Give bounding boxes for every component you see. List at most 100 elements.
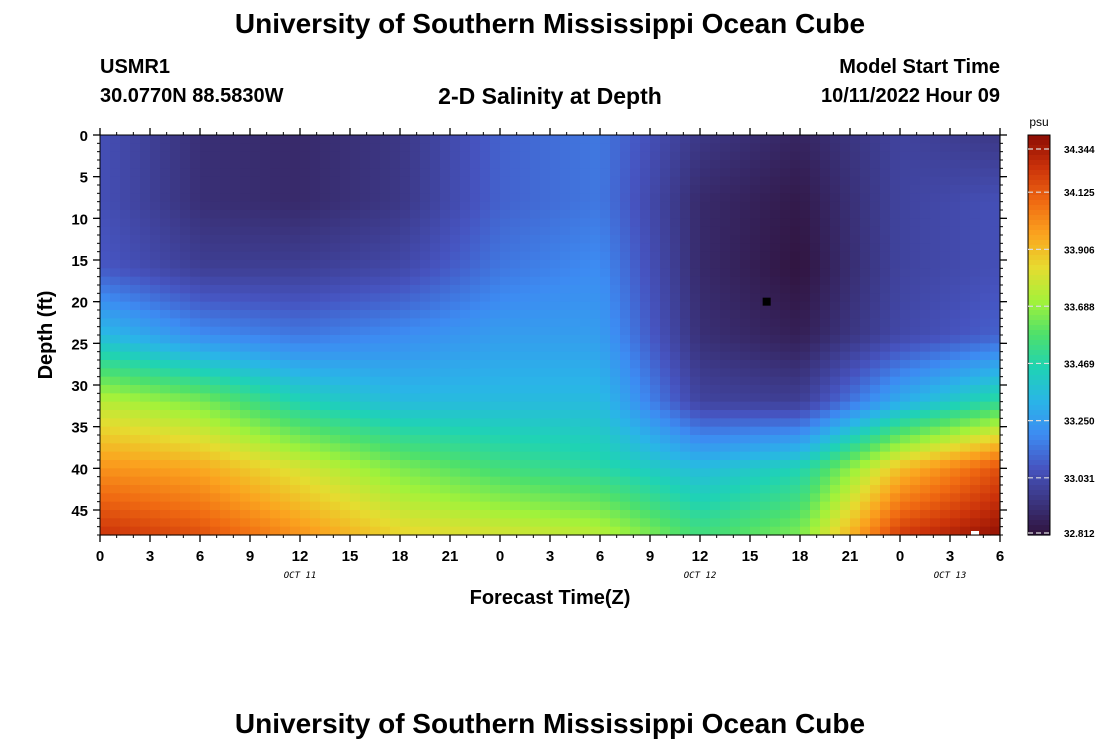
heatmap-cell <box>220 318 231 328</box>
heatmap-cell <box>110 243 121 253</box>
heatmap-cell <box>610 251 621 261</box>
heatmap-cell <box>700 285 711 294</box>
heatmap-cell <box>680 351 691 361</box>
heatmap-cell <box>750 510 761 519</box>
heatmap-cell <box>560 243 571 253</box>
heatmap-cell <box>940 335 951 344</box>
heatmap-cell <box>780 235 791 244</box>
heatmap-cell <box>550 335 561 344</box>
heatmap-cell <box>210 310 221 319</box>
heatmap-cell <box>150 501 161 511</box>
heatmap-cell <box>860 210 871 219</box>
heatmap-cell <box>570 443 581 453</box>
heatmap-cell <box>100 160 111 169</box>
heatmap-cell <box>470 418 481 428</box>
heatmap-cell <box>620 418 631 428</box>
heatmap-cell <box>540 360 551 369</box>
heatmap-cell <box>750 185 761 194</box>
heatmap-cell <box>330 143 341 153</box>
heatmap-cell <box>540 285 551 294</box>
heatmap-cell <box>180 193 191 203</box>
heatmap-cell <box>430 318 441 328</box>
heatmap-cell <box>330 460 341 469</box>
heatmap-cell <box>860 401 871 411</box>
heatmap-cell <box>470 260 481 269</box>
heatmap-cell <box>510 235 521 244</box>
heatmap-cell <box>800 143 811 153</box>
heatmap-cell <box>620 335 631 344</box>
x-tick-label: 9 <box>246 548 254 565</box>
heatmap-cell <box>980 226 991 236</box>
x-tick-label: 0 <box>96 548 104 565</box>
heatmap-cell <box>280 435 291 444</box>
heatmap-cell <box>930 451 941 461</box>
heatmap-cell <box>740 226 751 236</box>
heatmap-cell <box>130 360 141 369</box>
heatmap-cell <box>390 176 401 186</box>
heatmap-cell <box>130 376 141 386</box>
heatmap-cell <box>630 193 641 203</box>
colorbar-segment <box>1028 470 1050 476</box>
heatmap-cell <box>700 201 711 211</box>
heatmap-cell <box>410 476 421 486</box>
heatmap-cell <box>710 201 721 211</box>
heatmap-cell <box>330 260 341 269</box>
heatmap-cell <box>920 176 931 186</box>
heatmap-cell <box>900 351 911 361</box>
heatmap-cell <box>250 285 261 294</box>
y-tick-label: 20 <box>71 295 88 312</box>
heatmap-cell <box>920 476 931 486</box>
heatmap-cell <box>710 151 721 161</box>
heatmap-cell <box>960 518 971 528</box>
heatmap-cell <box>640 360 651 369</box>
heatmap-cell <box>700 393 711 403</box>
heatmap-cell <box>160 310 171 319</box>
heatmap-cell <box>700 210 711 219</box>
heatmap-cell <box>540 243 551 253</box>
heatmap-cell <box>380 335 391 344</box>
heatmap-cell <box>690 293 701 303</box>
heatmap-cell <box>200 485 211 494</box>
heatmap-cell <box>830 260 841 269</box>
heatmap-cell <box>590 201 601 211</box>
heatmap-cell <box>430 176 441 186</box>
heatmap-cell <box>710 368 721 378</box>
heatmap-cell <box>120 251 131 261</box>
heatmap-cell <box>170 318 181 328</box>
heatmap-cell <box>500 318 511 328</box>
heatmap-cell <box>760 193 771 203</box>
heatmap-cell <box>680 418 691 428</box>
heatmap-cell <box>560 360 571 369</box>
heatmap-cell <box>370 451 381 461</box>
heatmap-cell <box>880 393 891 403</box>
heatmap-cell <box>260 526 271 536</box>
heatmap-cell <box>180 468 191 478</box>
heatmap-cell <box>860 310 871 319</box>
heatmap-cell <box>230 360 241 369</box>
heatmap-cell <box>620 226 631 236</box>
heatmap-cell <box>350 235 361 244</box>
heatmap-cell <box>980 401 991 411</box>
heatmap-cell <box>140 143 151 153</box>
heatmap-cell <box>780 351 791 361</box>
heatmap-cell <box>510 185 521 194</box>
heatmap-cell <box>350 435 361 444</box>
heatmap-cell <box>790 410 801 419</box>
heatmap-cell <box>430 235 441 244</box>
heatmap-cell <box>370 510 381 519</box>
heatmap-cell <box>230 135 241 144</box>
heatmap-cell <box>520 268 531 278</box>
heatmap-cell <box>790 426 801 436</box>
heatmap-cell <box>830 285 841 294</box>
heatmap-cell <box>180 176 191 186</box>
heatmap-cell <box>380 201 391 211</box>
heatmap-cell <box>390 135 401 144</box>
heatmap-cell <box>550 151 561 161</box>
heatmap-cell <box>960 218 971 228</box>
heatmap-cell <box>870 226 881 236</box>
heatmap-cell <box>570 318 581 328</box>
heatmap-cell <box>770 326 781 336</box>
heatmap-cell <box>570 485 581 494</box>
heatmap-cell <box>170 135 181 144</box>
heatmap-cell <box>960 410 971 419</box>
